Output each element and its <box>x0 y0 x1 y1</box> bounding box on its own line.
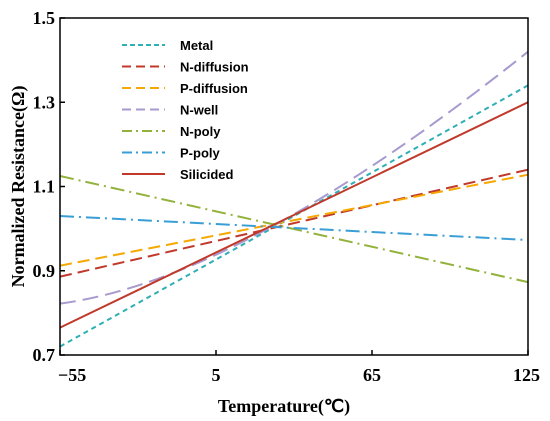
x-axis-title: Temperature(℃) <box>218 396 350 417</box>
y-tick-label-1-1: 1.1 <box>33 177 56 197</box>
x-tick-label-x2: 65 <box>363 365 381 385</box>
y-tick-label-1-5: 1.5 <box>33 8 56 28</box>
legend-label-silicided: Silicided <box>180 167 234 182</box>
legend-label-n-poly: N-poly <box>180 124 221 139</box>
x-tick-label-x0: −55 <box>58 365 86 385</box>
series-line-n-diffusion <box>59 168 529 278</box>
x-axis-ticks: −55 5 65 125 <box>58 350 540 385</box>
series-layer <box>59 50 529 348</box>
y-axis-title: Normalized Resistance(Ω) <box>8 86 29 288</box>
series-line-n-poly <box>59 174 529 284</box>
y-axis-ticks: 0.7 0.9 1.1 1.3 1.5 <box>33 8 65 365</box>
series-line-p-diffusion <box>59 173 529 267</box>
y-tick-label-1-3: 1.3 <box>33 92 56 112</box>
y-tick-label-0-9: 0.9 <box>33 261 56 281</box>
legend-label-n-well: N-well <box>180 103 218 118</box>
series-line-p-poly <box>59 214 529 241</box>
series-line-n-well <box>59 50 529 305</box>
legend: Metal N-diffusion P-diffusion N-well N-poly P… <box>122 38 249 182</box>
x-tick-label-x3: 125 <box>513 365 540 385</box>
y-tick-label-0-7: 0.7 <box>33 345 56 365</box>
legend-label-p-diffusion: P-diffusion <box>180 81 248 96</box>
legend-label-n-diffusion: N-diffusion <box>180 60 249 75</box>
series-line-silicided <box>59 101 529 329</box>
legend-label-metal: Metal <box>180 38 213 53</box>
legend-label-p-poly: P-poly <box>180 146 220 161</box>
x-tick-label-x1: 5 <box>212 365 221 385</box>
